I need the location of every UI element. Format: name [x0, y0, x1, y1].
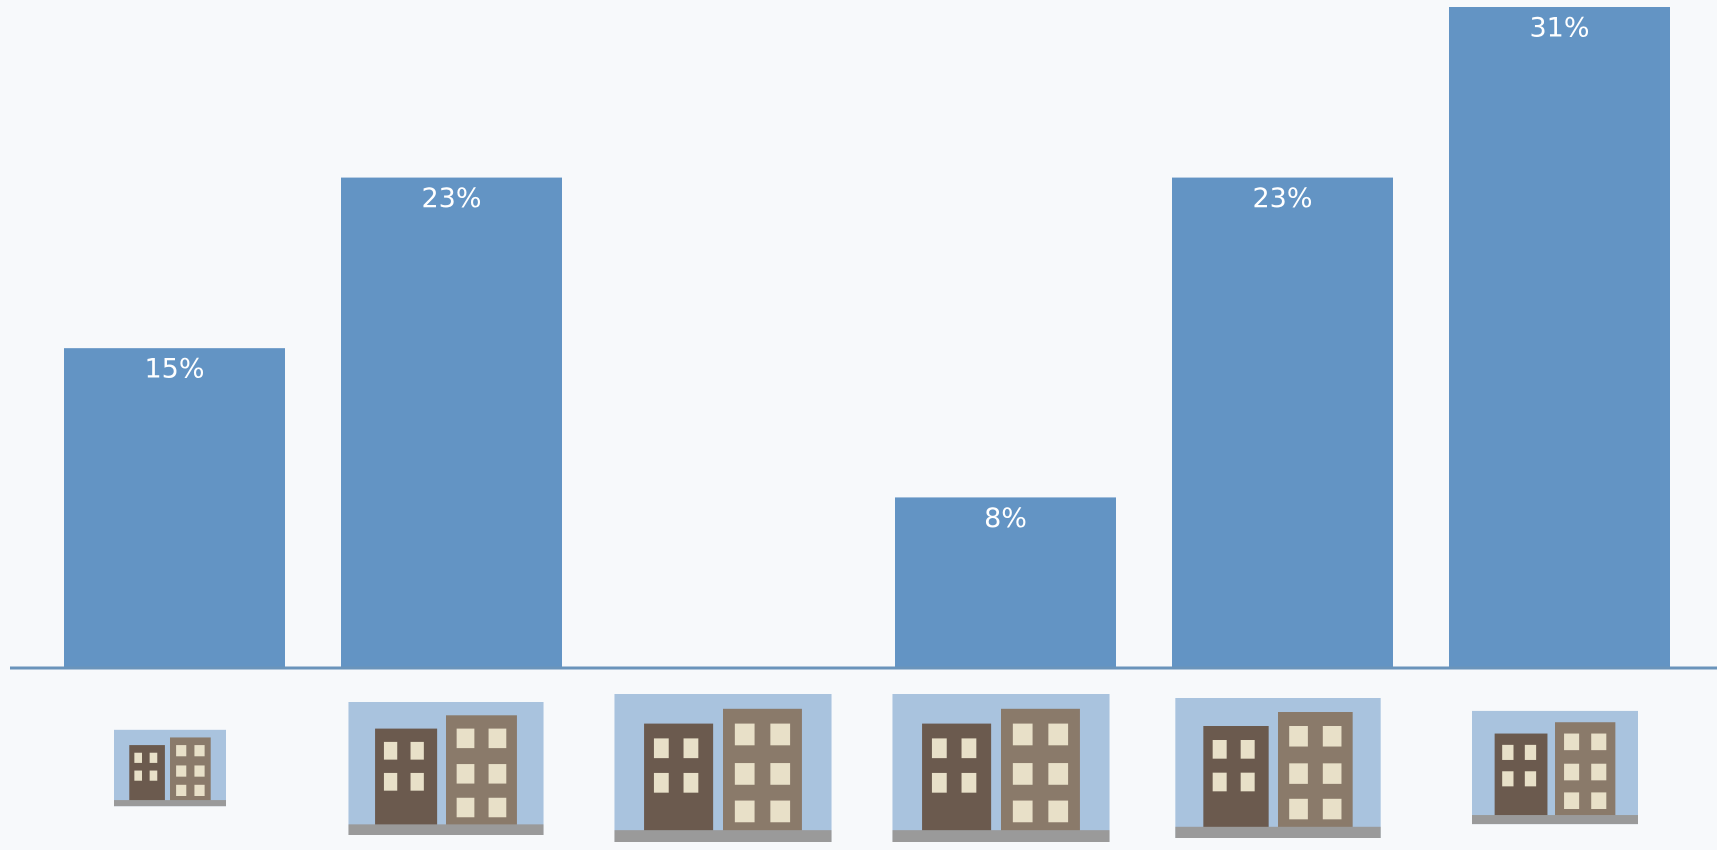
category-image — [348, 702, 544, 835]
category-image — [892, 694, 1110, 842]
bar — [64, 348, 285, 668]
data-label: 31% — [1529, 13, 1589, 44]
category-images — [114, 694, 1638, 842]
data-label: 23% — [1252, 183, 1312, 214]
category-image — [614, 694, 832, 842]
category-image — [114, 729, 226, 807]
category-image — [1175, 698, 1381, 838]
bar — [895, 497, 1116, 668]
category-image — [1472, 710, 1638, 825]
data-label: 15% — [144, 354, 204, 385]
bar — [1449, 7, 1670, 668]
data-label: 23% — [421, 183, 481, 214]
bar — [1172, 177, 1393, 669]
bar — [341, 177, 562, 669]
data-label: 8% — [984, 503, 1027, 534]
